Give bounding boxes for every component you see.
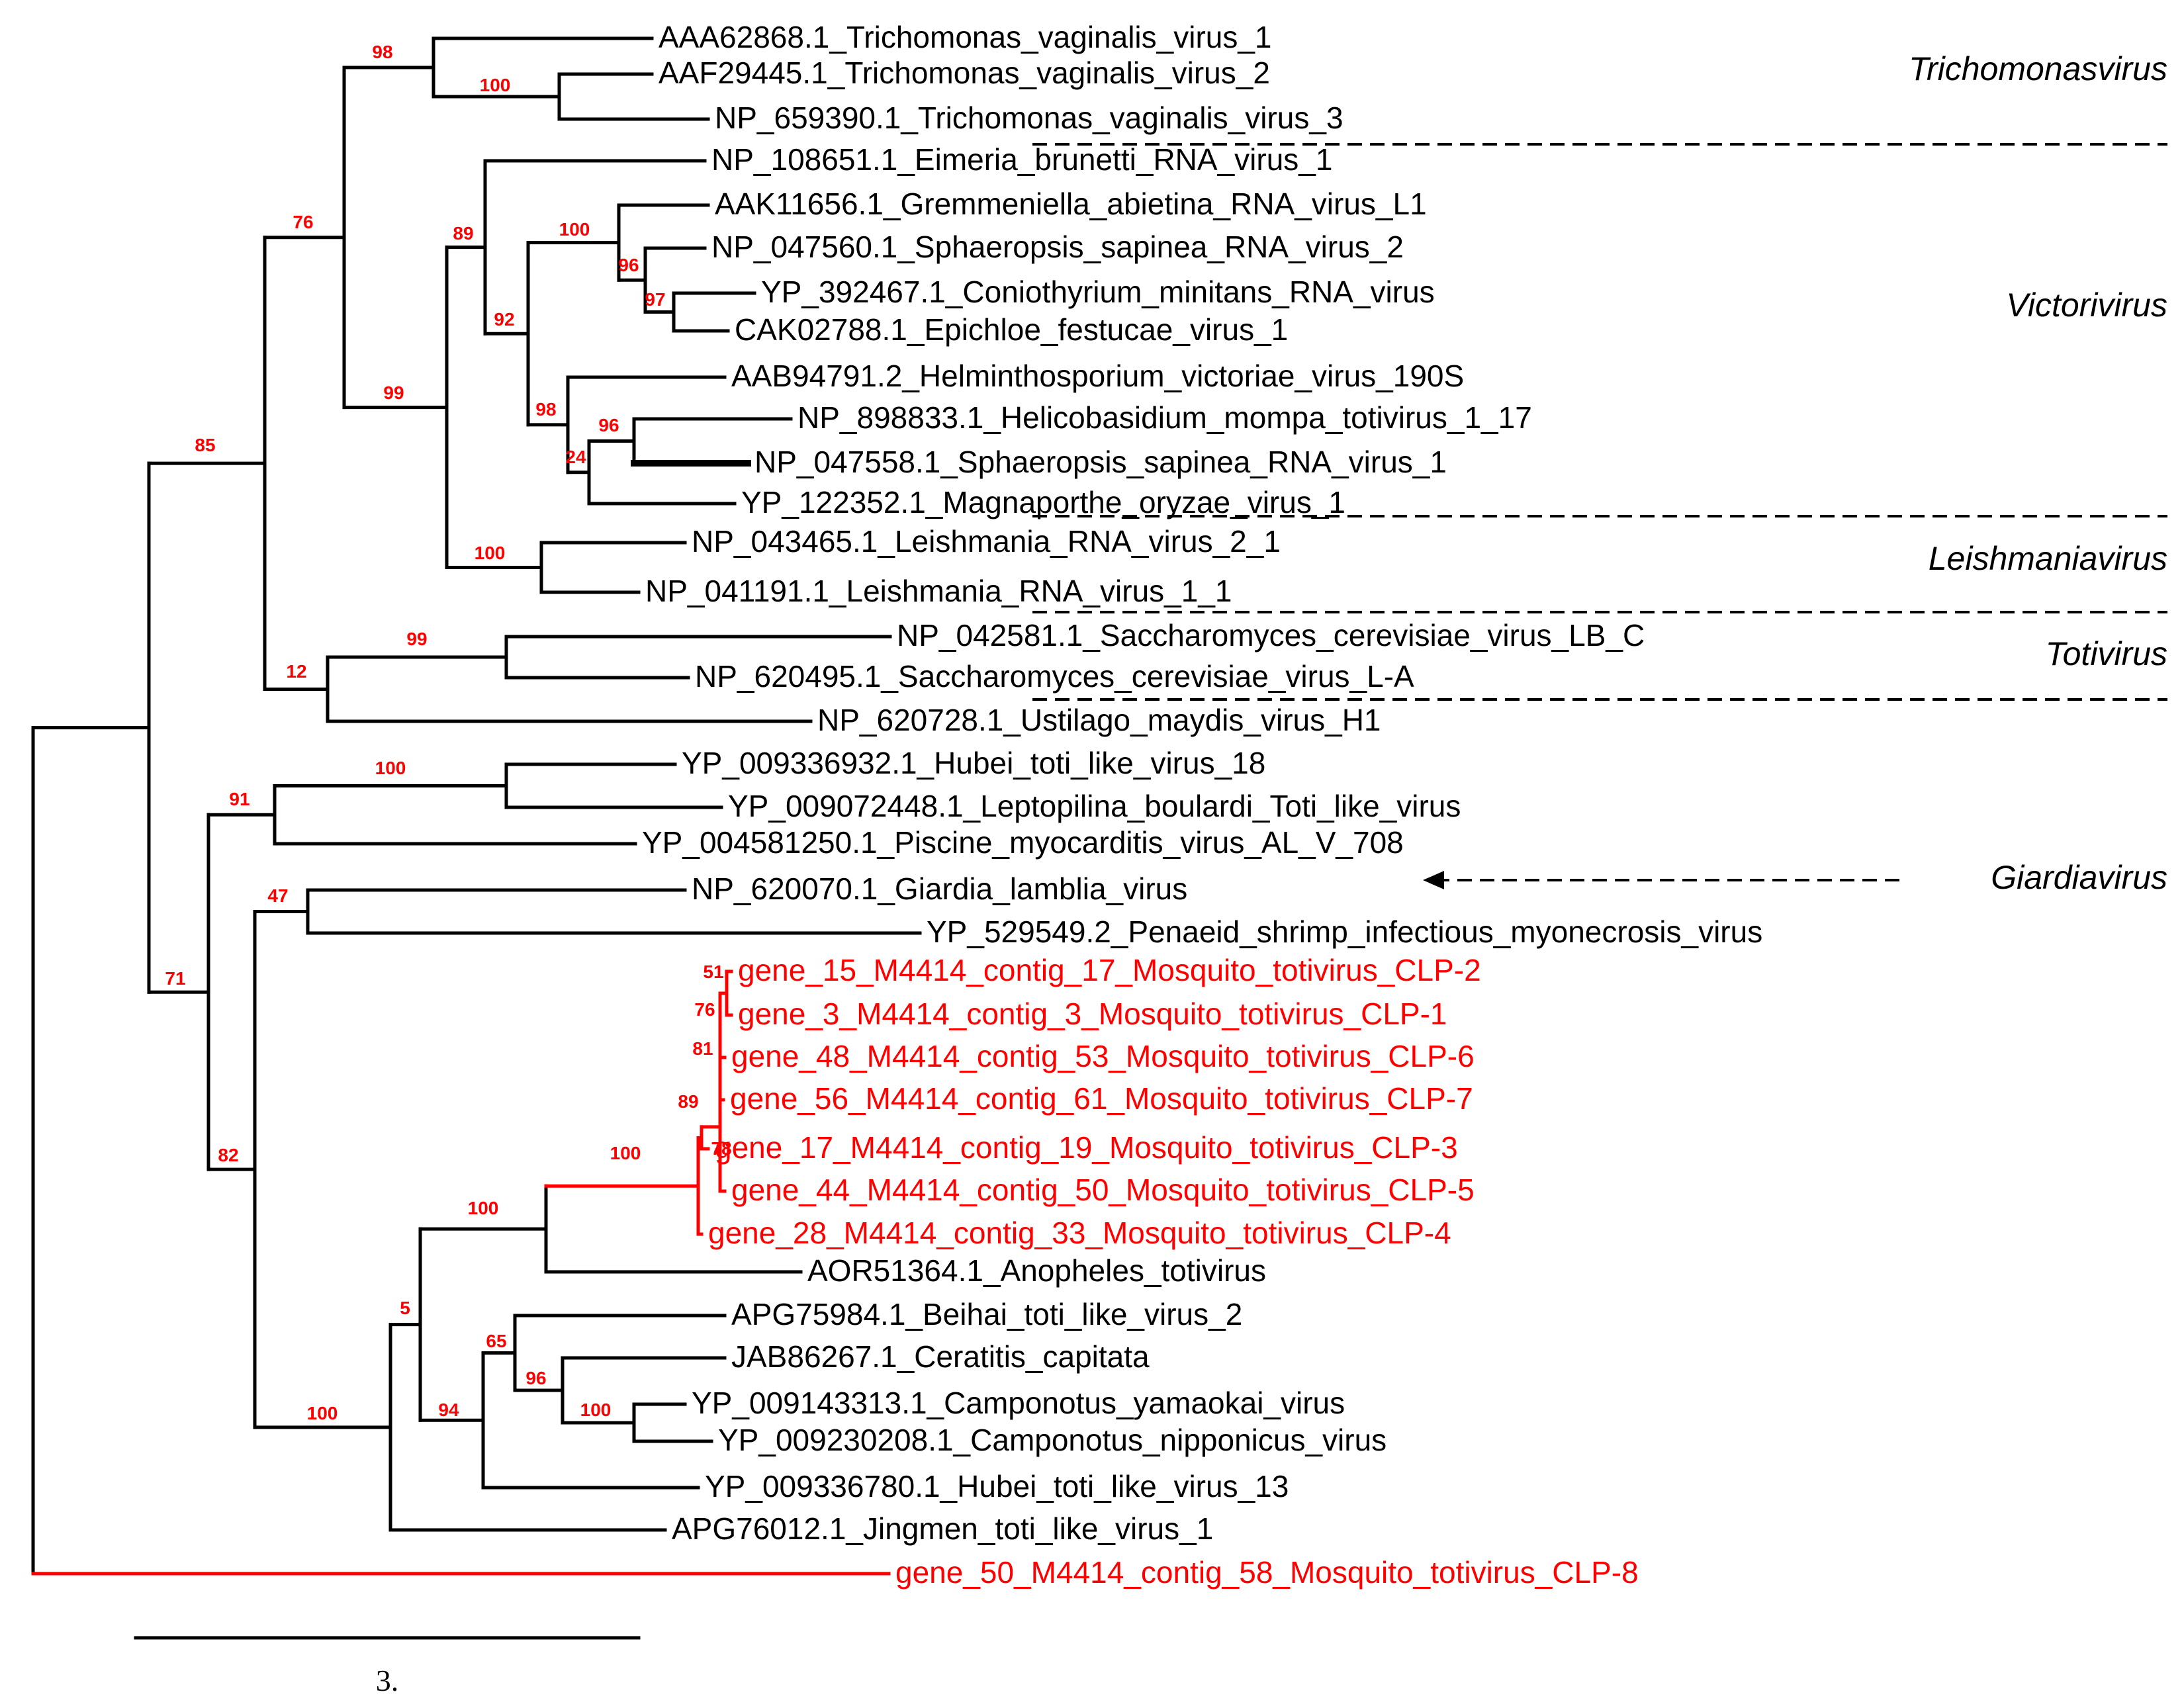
bootstrap-value: 76 [694, 999, 715, 1020]
tip-label: YP_004581250.1_Piscine_myocarditis_virus… [642, 825, 1404, 860]
scale-bar-label: 3. [376, 1664, 399, 1697]
clade-separators [1032, 143, 2167, 889]
bootstrap-value: 82 [218, 1145, 238, 1165]
genus-label: Leishmaniavirus [1929, 540, 2167, 577]
tip-label: NP_042581.1_Saccharomyces_cerevisiae_vir… [897, 618, 1645, 652]
genus-label: Victorivirus [2006, 287, 2167, 324]
tip-label: NP_620070.1_Giardia_lamblia_virus [692, 872, 1187, 906]
tip-label: YP_529549.2_Penaeid_shrimp_infectious_my… [927, 915, 1762, 949]
bootstrap-value: 100 [480, 75, 511, 95]
tip-label: YP_392467.1_Coniothyrium_minitans_RNA_vi… [761, 275, 1435, 309]
bootstrap-value: 100 [559, 219, 590, 240]
bootstrap-value: 76 [293, 212, 313, 232]
bootstrap-value: 51 [703, 962, 723, 982]
bootstrap-value: 94 [438, 1400, 459, 1420]
arrowhead-icon [1423, 871, 1444, 889]
tip-label: NP_041191.1_Leishmania_RNA_virus_1_1 [645, 574, 1232, 608]
bootstrap-value: 100 [580, 1400, 612, 1420]
scale-bar: 3. [134, 1636, 641, 1697]
bootstrap-value: 100 [375, 758, 406, 778]
bootstrap-value: 100 [468, 1198, 499, 1218]
tree-branches [31, 36, 922, 1576]
tip-label: gene_3_M4414_contig_3_Mosquito_totivirus… [738, 997, 1447, 1031]
bootstrap-value: 89 [678, 1091, 698, 1112]
genus-label: Trichomonasvirus [1909, 50, 2167, 87]
bootstrap-value: 99 [383, 382, 404, 403]
bootstrap-value: 100 [475, 543, 506, 563]
tip-label: JAB86267.1_Ceratitis_capitata [731, 1339, 1150, 1374]
tip-label: NP_108651.1_Eimeria_brunetti_RNA_virus_1 [711, 142, 1332, 177]
genus-label: Giardiavirus [1991, 859, 2167, 896]
bootstrap-value: 96 [525, 1368, 546, 1388]
bootstrap-value: 99 [406, 629, 427, 649]
bootstrap-value: 85 [195, 435, 215, 455]
bootstrap-value: 5 [400, 1298, 410, 1318]
tip-label: AAK11656.1_Gremmeniella_abietina_RNA_vir… [715, 187, 1427, 221]
tip-label: NP_898833.1_Helicobasidium_mompa_totivir… [797, 400, 1532, 435]
tip-label: APG76012.1_Jingmen_toti_like_virus_1 [672, 1511, 1213, 1546]
tip-label: NP_620495.1_Saccharomyces_cerevisiae_vir… [695, 659, 1414, 694]
bootstrap-values: 98 100 100 96 97 96 24 98 92 89 100 99 76 99 12 85 100 91… [165, 42, 731, 1423]
tip-label: gene_50_M4414_contig_58_Mosquito_totivir… [895, 1555, 1639, 1590]
bootstrap-value: 12 [286, 661, 306, 682]
tip-label: NP_659390.1_Trichomonas_vaginalis_virus_… [715, 101, 1343, 135]
bootstrap-value: 65 [486, 1331, 506, 1351]
bootstrap-value: 97 [645, 289, 665, 310]
tip-label: AOR51364.1_Anopheles_totivirus [807, 1253, 1266, 1288]
tip-label: AAB94791.2_Helminthosporium_victoriae_vi… [731, 359, 1464, 393]
tip-label: AAA62868.1_Trichomonas_vaginalis_virus_1 [659, 20, 1272, 54]
tip-label: YP_009336780.1_Hubei_toti_like_virus_13 [705, 1469, 1289, 1503]
tip-label: AAF29445.1_Trichomonas_vaginalis_virus_2 [659, 56, 1270, 90]
bootstrap-value: 89 [453, 223, 473, 244]
bootstrap-value: 100 [307, 1403, 338, 1423]
genus-labels: Trichomonasvirus Victorivirus Leishmaniavi… [1909, 50, 2167, 896]
tip-label: gene_28_M4414_contig_33_Mosquito_totivir… [708, 1216, 1451, 1250]
tip-label: YP_009230208.1_Camponotus_nipponicus_vir… [718, 1423, 1387, 1457]
tip-label: YP_009143313.1_Camponotus_yamaokai_virus [692, 1386, 1345, 1420]
tip-label: NP_047560.1_Sphaeropsis_sapinea_RNA_viru… [711, 230, 1404, 264]
bootstrap-value: 96 [598, 415, 619, 435]
tip-label: YP_009072448.1_Leptopilina_boulardi_Toti… [728, 789, 1461, 823]
tip-label: NP_620728.1_Ustilago_maydis_virus_H1 [817, 703, 1381, 737]
genus-label: Totivirus [2046, 635, 2167, 672]
tip-label: gene_15_M4414_contig_17_Mosquito_totivir… [738, 953, 1481, 987]
bootstrap-value: 24 [565, 447, 586, 467]
tip-label: gene_48_M4414_contig_53_Mosquito_totivir… [731, 1039, 1475, 1073]
tip-label: CAK02788.1_Epichloe_festucae_virus_1 [735, 312, 1288, 347]
bootstrap-value: 96 [618, 255, 639, 275]
bootstrap-value: 78 [711, 1138, 731, 1159]
bootstrap-value: 71 [165, 968, 185, 989]
tip-label: YP_009336932.1_Hubei_toti_like_virus_18 [682, 746, 1265, 780]
bootstrap-value: 91 [229, 789, 250, 809]
tip-label: gene_56_M4414_contig_61_Mosquito_totivir… [730, 1081, 1473, 1116]
tip-label: gene_17_M4414_contig_19_Mosquito_totivir… [715, 1130, 1458, 1165]
tip-label: APG75984.1_Beihai_toti_like_virus_2 [731, 1297, 1242, 1331]
bootstrap-value: 100 [610, 1143, 641, 1163]
bootstrap-value: 81 [692, 1038, 713, 1059]
bootstrap-value: 98 [535, 399, 556, 420]
bootstrap-value: 92 [494, 309, 514, 330]
tip-label: gene_44_M4414_contig_50_Mosquito_totivir… [731, 1173, 1475, 1207]
bootstrap-value: 98 [372, 42, 392, 62]
tip-label: NP_047558.1_Sphaeropsis_sapinea_RNA_viru… [754, 445, 1447, 479]
bootstrap-value: 47 [267, 885, 288, 906]
tip-labels: AAA62868.1_Trichomonas_vaginalis_virus_1… [642, 20, 1762, 1590]
tip-label: NP_043465.1_Leishmania_RNA_virus_2_1 [692, 524, 1281, 559]
tip-label: YP_122352.1_Magnaporthe_oryzae_virus_1 [741, 485, 1345, 519]
